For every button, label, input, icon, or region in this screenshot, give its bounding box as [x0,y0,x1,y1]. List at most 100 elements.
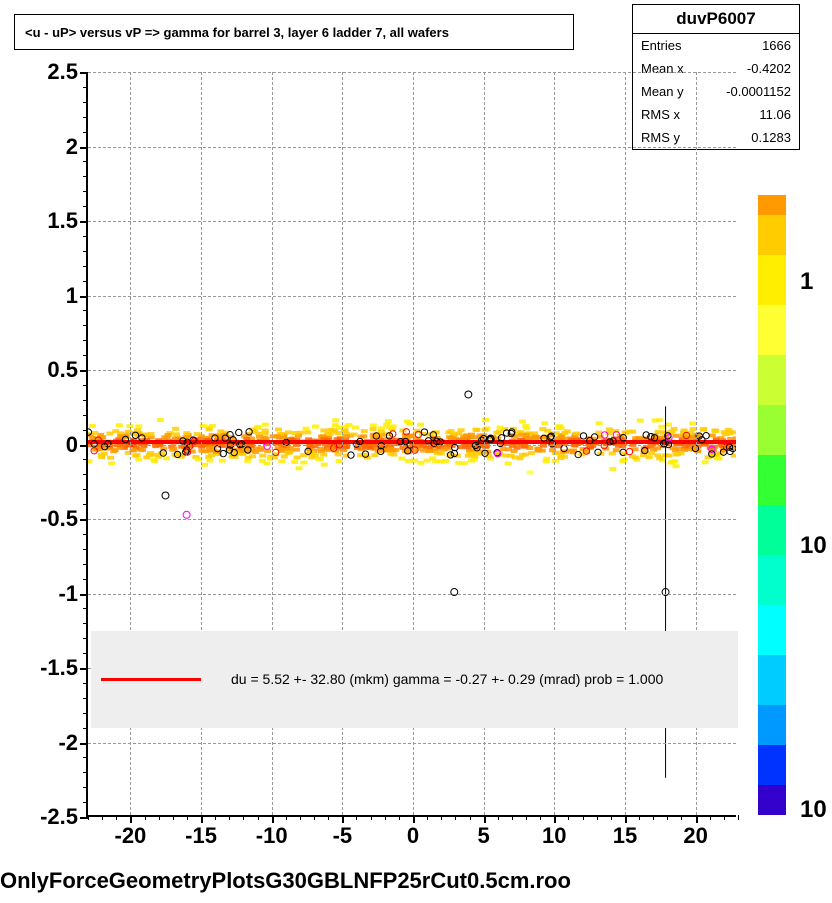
xtick-minor [724,815,725,820]
ytick-minor [83,221,88,222]
ytick-minor [83,728,88,729]
xtick-minor [554,815,555,820]
xtick-minor [498,815,499,820]
xtick-minor [526,815,527,820]
xtick-minor [371,815,372,820]
xtick-minor [300,815,301,820]
ytick-minor [83,445,88,446]
ytick-minor [83,87,88,88]
ytick-minor [83,653,88,654]
ytick-minor [83,176,88,177]
xtick-minor [696,815,697,820]
xtick-minor [159,815,160,820]
stats-name: duvP6007 [633,5,799,34]
xtick-minor [540,815,541,820]
ytick-minor [83,564,88,565]
ytick-minor [83,713,88,714]
ytick-minor [83,787,88,788]
xtick-minor [258,815,259,820]
chart-title-box: <u - uP> versus vP => gamma for barrel 3… [14,14,574,50]
fit-legend: du = 5.52 +- 32.80 (mkm) gamma = -0.27 +… [91,631,738,728]
legend-text: du = 5.52 +- 32.80 (mkm) gamma = -0.27 +… [231,671,663,687]
colorbar-segment [758,355,786,405]
xtick-minor [385,815,386,820]
stats-value: 11.06 [759,107,791,122]
ytick-minor [83,281,88,282]
ytick-minor [83,385,88,386]
ytick-minor [83,161,88,162]
ytick-minor [83,355,88,356]
ytick-minor [83,638,88,639]
gridline-h [88,594,736,595]
xtick-minor [738,815,739,820]
colorbar-segment [758,255,786,305]
xtick-minor [611,815,612,820]
xtick-minor [145,815,146,820]
stats-value: -0.4202 [747,61,791,76]
ytick-minor [83,683,88,684]
ytick-minor [83,72,88,73]
stats-value: 1666 [762,38,791,53]
xtick-minor [568,815,569,820]
xtick-minor [173,815,174,820]
xtick-minor [187,815,188,820]
xtick-minor [399,815,400,820]
ytick-minor [83,504,88,505]
xtick-minor [328,815,329,820]
ytick-minor [83,310,88,311]
xtick-minor [625,815,626,820]
ytick-minor [83,757,88,758]
xtick-minor [667,815,668,820]
ytick-minor [83,102,88,103]
ytick-minor [83,668,88,669]
plot-area: -2.5-2-1.5-1-0.500.511.522.5-20-15-10-50… [86,72,736,817]
gridline-h [88,221,736,222]
colorbar-segment [758,195,786,215]
xtick-minor [441,815,442,820]
xtick-minor [455,815,456,820]
ytick-minor [83,743,88,744]
colorbar-segment [758,745,786,785]
ytick-minor [83,266,88,267]
colorbar-segment [758,705,786,745]
gridline-h [88,743,736,744]
colorbar-segment [758,305,786,355]
xtick-minor [102,815,103,820]
stats-label: Entries [641,38,681,53]
xtick-minor [512,815,513,820]
xtick-minor [653,815,654,820]
ytick-minor [83,579,88,580]
xtick-minor [356,815,357,820]
ytick-minor [83,117,88,118]
stats-row: Entries 1666 [633,34,799,57]
ytick-minor [83,430,88,431]
ytick-minor [83,340,88,341]
ytick-minor [83,474,88,475]
xtick-minor [470,815,471,820]
xtick-minor [229,815,230,820]
xtick-minor [342,815,343,820]
legend-line [101,678,201,681]
gridline-h [88,147,736,148]
ytick-minor [83,296,88,297]
colorbar-segment [758,605,786,655]
xtick-minor [597,815,598,820]
colorbar-label: 10 [800,532,827,560]
ytick-minor [83,534,88,535]
gridline-h [88,370,736,371]
colorbar-segment [758,215,786,255]
gridline-h [88,519,736,520]
footer-filename: OnlyForceGeometryPlotsG30GBLNFP25rCut0.5… [0,868,571,894]
xtick-minor [314,815,315,820]
xtick-minor [243,815,244,820]
ytick-minor [83,802,88,803]
ytick-minor [83,698,88,699]
chart-title: <u - uP> versus vP => gamma for barrel 3… [25,25,449,40]
colorbar-segment [758,555,786,605]
ytick-minor [83,519,88,520]
xtick-minor [484,815,485,820]
ytick-minor [83,489,88,490]
gridline-h [88,72,736,73]
gridline-h [88,296,736,297]
xtick-minor [201,815,202,820]
